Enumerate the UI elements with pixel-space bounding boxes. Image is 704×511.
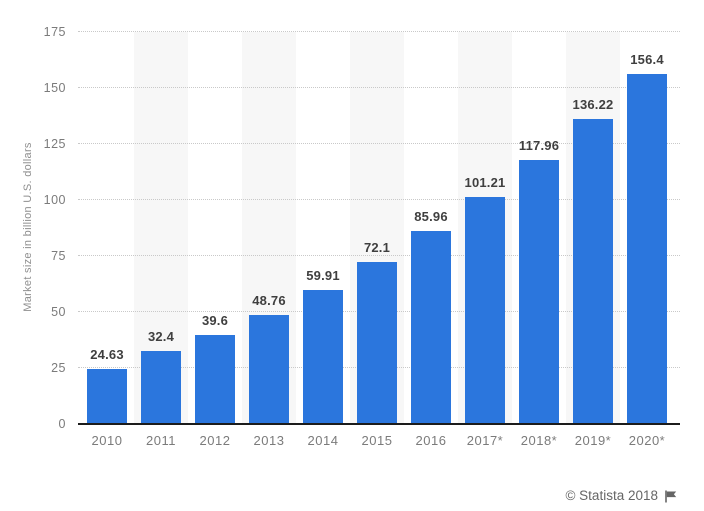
x-axis-tick-label: 2011: [146, 433, 176, 448]
x-axis-tick-label: 2018*: [520, 433, 558, 448]
y-axis-tick-label: 0: [58, 417, 66, 431]
bar-value-label: 59.91: [306, 267, 340, 283]
bar: [249, 314, 289, 424]
y-axis-tick-label: 125: [43, 137, 66, 151]
y-axis-tick-label: 25: [51, 361, 66, 375]
y-gridline: [78, 87, 680, 88]
y-gridline: [78, 31, 680, 32]
statista-flag-icon: [663, 489, 678, 504]
bar-value-label: 72.1: [363, 240, 391, 256]
bar-value-label: 24.63: [90, 346, 124, 362]
bar: [303, 289, 343, 424]
x-axis-tick-label: 2020*: [628, 433, 666, 448]
y-axis-tick-label: 50: [51, 305, 66, 319]
y-axis-tick-label: 175: [43, 25, 66, 39]
y-gridline: [78, 199, 680, 200]
bar: [519, 159, 559, 424]
bar-value-label: 136.22: [572, 96, 614, 112]
bar: [87, 368, 127, 424]
bar-value-label: 39.6: [201, 313, 229, 329]
y-axis-tick-label: 75: [51, 249, 66, 263]
x-axis-tick-label: 2015: [361, 433, 393, 448]
bar: [195, 335, 235, 424]
bar: [465, 197, 505, 424]
x-axis-line: [78, 423, 680, 425]
y-gridline: [78, 255, 680, 256]
y-axis-tick-label: 150: [43, 81, 66, 95]
bar-value-label: 156.4: [630, 51, 664, 67]
bar: [573, 118, 613, 424]
x-axis-tick-label: 2013: [253, 433, 285, 448]
bar: [357, 262, 397, 424]
bar-value-label: 101.21: [464, 175, 506, 191]
footer: © Statista 2018: [565, 487, 678, 505]
bar: [141, 351, 181, 424]
x-axis-tick-label: 2010: [91, 433, 123, 448]
bar-value-label: 117.96: [518, 137, 560, 153]
x-axis-tick-label: 2019*: [574, 433, 612, 448]
y-axis-tick-label: 100: [43, 193, 66, 207]
bar-value-label: 85.96: [414, 209, 448, 225]
x-axis-tick-label: 2017*: [466, 433, 504, 448]
statista-credit: © Statista 2018: [565, 488, 658, 503]
bar-value-label: 48.76: [252, 292, 286, 308]
bar: [627, 73, 667, 424]
y-gridline: [78, 143, 680, 144]
x-axis-tick-label: 2016: [415, 433, 447, 448]
x-axis-tick-label: 2014: [307, 433, 339, 448]
x-axis-tick-label: 2012: [199, 433, 231, 448]
bar-value-label: 32.4: [147, 329, 175, 345]
bar: [411, 231, 451, 424]
